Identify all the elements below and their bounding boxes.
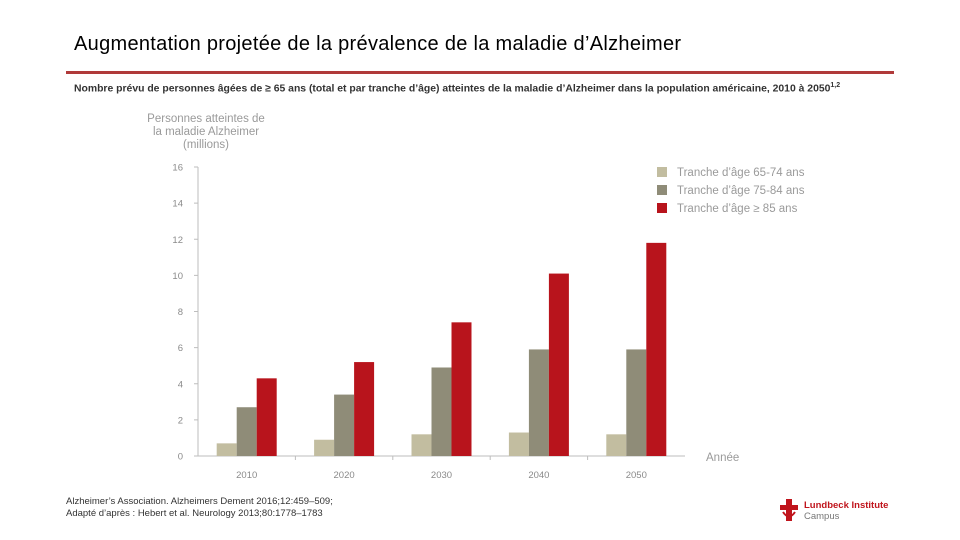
subtitle-text: Nombre prévu de personnes âgées de ≥ 65 …	[74, 83, 831, 95]
x-tick-label: 2020	[334, 470, 355, 481]
y-axis-label-line: Personnes atteintes de	[147, 113, 265, 125]
bar-2030-series-3	[451, 322, 472, 456]
lundbeck-logo-icon	[780, 499, 798, 521]
lundbeck-logo: Lundbeck Institute Campus	[780, 499, 910, 523]
logo-name: Lundbeck Institute	[804, 500, 889, 511]
x-tick-label: 2050	[626, 470, 647, 481]
legend-swatch-1	[657, 167, 667, 177]
legend-swatch-2	[657, 185, 667, 195]
legend-label-3: Tranche d’âge ≥ 85 ans	[677, 203, 798, 215]
bar-2010-series-1	[216, 443, 237, 456]
bar-2010-series-3	[256, 378, 277, 456]
y-tick-label: 16	[172, 163, 183, 174]
bar-2040-series-3	[548, 273, 569, 456]
slide-title: Augmentation projetée de la prévalence d…	[74, 33, 682, 55]
y-tick-label: 12	[172, 235, 183, 246]
reference-line-2: Adapté d’après : Hebert et al. Neurology…	[66, 508, 323, 519]
subtitle-reference: 1,2	[830, 82, 841, 89]
y-tick-label: 2	[178, 415, 183, 426]
logo-subtitle: Campus	[804, 511, 840, 522]
bar-2030-series-2	[431, 367, 452, 456]
x-tick-label: 2030	[431, 470, 452, 481]
bar-2050-series-1	[606, 434, 627, 456]
reference-line-1: Alzheimer’s Association. Alzheimers Deme…	[66, 496, 333, 507]
bar-2030-series-1	[411, 434, 432, 456]
y-tick-label: 14	[172, 199, 183, 210]
bar-2040-series-2	[528, 349, 549, 456]
bar-2020-series-2	[334, 394, 355, 456]
y-tick-label: 8	[178, 307, 183, 318]
bar-2020-series-3	[354, 362, 375, 456]
bar-2020-series-1	[314, 439, 335, 456]
bar-2050-series-3	[646, 242, 667, 456]
y-axis-label-line: (millions)	[183, 139, 229, 151]
x-axis-label: Année	[706, 452, 739, 464]
bar-2040-series-1	[508, 432, 529, 456]
y-tick-label: 10	[172, 271, 183, 282]
title-divider	[66, 71, 894, 74]
y-tick-label: 6	[178, 343, 183, 354]
legend-swatch-3	[657, 203, 667, 213]
legend-label-2: Tranche d’âge 75-84 ans	[677, 185, 805, 197]
legend-label-1: Tranche d’âge 65-74 ans	[677, 167, 805, 179]
bar-2010-series-2	[236, 407, 257, 456]
references: Alzheimer’s Association. Alzheimers Deme…	[66, 496, 333, 520]
bar-2050-series-2	[626, 349, 647, 456]
y-tick-label: 0	[178, 452, 183, 463]
x-tick-label: 2010	[236, 470, 257, 481]
x-tick-label: 2040	[528, 470, 549, 481]
y-axis-label-line: la maladie Alzheimer	[153, 126, 259, 138]
chart-subtitle: Nombre prévu de personnes âgées de ≥ 65 …	[74, 82, 840, 94]
y-tick-label: 4	[178, 379, 183, 390]
